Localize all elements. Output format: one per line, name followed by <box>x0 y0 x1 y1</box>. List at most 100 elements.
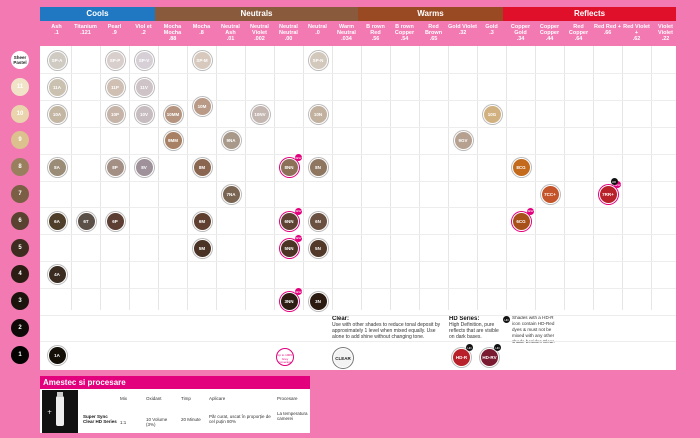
column-header-name: Violet Violet <box>658 24 673 36</box>
column-header-name: Red Brown <box>424 24 443 36</box>
hd-series-text: High Definition, pure reflects that are … <box>449 322 499 340</box>
family-reflects: Reflects <box>503 7 676 21</box>
column-header-name: Red Red + <box>593 24 622 30</box>
column-header-code: .22 <box>661 36 670 42</box>
shade-swatch-8m[interactable]: 8M <box>192 158 212 178</box>
shade-swatch-10p[interactable]: 10P <box>105 104 125 124</box>
shade-swatch-3nn[interactable]: 3NN <box>279 292 299 312</box>
column-header-name: Copper Gold <box>510 24 531 36</box>
shade-swatch-1a[interactable]: 1A <box>47 345 67 365</box>
column-header-code: .002 <box>254 36 265 42</box>
grid-column-divider <box>332 46 333 310</box>
shade-swatch-10m[interactable]: 10M <box>192 96 212 116</box>
family-neutrals: Neutrals <box>155 7 358 21</box>
mix-table-title: Amestec si procesare <box>40 376 310 389</box>
shade-swatch-6t[interactable]: 6T <box>76 211 96 231</box>
shade-swatch-spp[interactable]: SP-P <box>105 51 125 70</box>
shade-swatch-8a[interactable]: 8A <box>47 158 67 178</box>
level-circle: 9 <box>11 131 29 150</box>
shade-swatch-10mm[interactable]: 10MM <box>163 104 183 124</box>
shade-swatch-10a[interactable]: 10A <box>47 104 67 124</box>
shade-swatch-10nv[interactable]: 10NV <box>250 104 270 124</box>
column-header-name: Pearl <box>107 24 122 30</box>
shade-swatch-spn[interactable]: SP-N <box>308 51 328 70</box>
shade-swatch-9gv[interactable]: 9GV <box>453 131 473 151</box>
column-header-code: .54 <box>400 36 409 42</box>
shade-swatch-spv[interactable]: SP-V <box>134 51 154 70</box>
shade-swatch-7rr[interactable]: 7RR+ <box>598 185 618 204</box>
clear-swatch[interactable]: CLEAR <box>333 348 353 368</box>
shade-swatch-7cc[interactable]: 7CC+ <box>540 185 560 204</box>
shade-swatch-11a[interactable]: 11A <box>47 77 67 97</box>
column-header-name: Copper Copper <box>539 24 560 36</box>
shade-swatch-9na[interactable]: 9NA <box>221 131 241 151</box>
shade-swatch-7na[interactable]: 7NA <box>221 185 241 204</box>
mix-header-application: Aplicare <box>209 396 226 401</box>
column-header-name: Neutral Violet <box>250 24 269 36</box>
column-header: Neutral Ash .01 <box>216 24 245 44</box>
grid-column-divider <box>100 46 101 310</box>
shade-swatch-5n[interactable]: 5N <box>308 238 328 258</box>
shade-swatch-8n[interactable]: 8N <box>308 158 328 178</box>
mix-value-time: 20 Minute <box>181 417 201 422</box>
shade-swatch-11v[interactable]: 11V <box>134 77 154 97</box>
grid-row-divider <box>40 261 676 262</box>
shade-swatch-5nn[interactable]: 5NN <box>279 238 299 258</box>
column-header-code: .3 <box>489 30 494 36</box>
column-header: Mocha .8 <box>187 24 216 44</box>
shade-swatch-4a[interactable]: 4A <box>47 265 67 285</box>
shade-swatch-6cg[interactable]: 6CG <box>511 211 531 231</box>
column-header-code: .88 <box>168 36 177 42</box>
column-header: Gold .3 <box>477 24 506 44</box>
hd-info-icon: HD <box>503 316 510 323</box>
shade-swatch-spa[interactable]: SP-A <box>47 51 67 70</box>
column-header-name: Titanium <box>74 24 97 30</box>
grid-row-divider <box>40 127 676 128</box>
shade-swatch-6nn[interactable]: 6NN <box>279 211 299 231</box>
grid-column-divider <box>506 46 507 310</box>
shade-swatch-6n[interactable]: 6N <box>308 211 328 231</box>
shade-swatch-5m[interactable]: 5M <box>192 238 212 258</box>
grid-column-divider <box>216 46 217 310</box>
column-header: Neutral .0 <box>303 24 332 44</box>
new-badge-icon: NEW <box>294 234 302 242</box>
shade-swatch-8p[interactable]: 8P <box>105 158 125 178</box>
shade-swatch-8nn[interactable]: 8NN <box>279 158 299 178</box>
column-header: Red Red + .66 <box>593 24 622 44</box>
grid-column-divider <box>651 46 652 310</box>
column-header-code: .64 <box>574 36 583 42</box>
shade-swatch-8cg[interactable]: 8CG <box>511 158 531 178</box>
hd-r-swatch[interactable]: HD-R <box>452 348 471 367</box>
shade-swatch-6a[interactable]: 6A <box>47 211 67 231</box>
shade-swatch-10n[interactable]: 10N <box>308 104 328 124</box>
column-header: Red Copper .64 <box>564 24 593 44</box>
new-badge-icon: NEW <box>294 154 302 162</box>
shade-swatch-8v[interactable]: 8V <box>134 158 154 178</box>
hd-series-title: HD Series: <box>449 316 480 322</box>
shade-swatch-11p[interactable]: 11P <box>105 77 125 97</box>
mix-header-processing: Procesare <box>277 396 298 401</box>
shade-swatch-10v[interactable]: 10V <box>134 104 154 124</box>
level-circle: 4 <box>11 265 29 284</box>
shade-swatch-spm[interactable]: SP-M <box>192 51 212 70</box>
grid-column-divider <box>477 46 478 310</box>
column-header-code: .1 <box>54 30 59 36</box>
level-circle: 8 <box>11 158 29 177</box>
grid-column-divider <box>303 46 304 310</box>
mix-value-ratio: 1:1 <box>120 420 127 425</box>
shade-swatch-10g[interactable]: 10G <box>482 104 502 124</box>
mix-value-oxidant: 10 Volume (3%) <box>146 417 168 427</box>
shade-swatch-3n[interactable]: 3N <box>308 292 328 312</box>
shade-swatch-6m[interactable]: 6M <box>192 211 212 231</box>
column-header-code: .00 <box>284 36 293 42</box>
shade-swatch-9mm[interactable]: 9MM <box>163 131 183 151</box>
column-header: B rown Red .56 <box>361 24 390 44</box>
column-header: Violet Violet .22 <box>651 24 680 44</box>
column-header: Mocha Mocha .88 <box>158 24 187 44</box>
hd-rv-swatch[interactable]: HD-RV <box>480 348 499 367</box>
shade-swatch-6p[interactable]: 6P <box>105 211 125 231</box>
hd-badge-icon: HD <box>466 344 473 351</box>
clear-note-title: Clear: <box>332 316 350 322</box>
hd-badge-icon: HD <box>610 178 618 185</box>
level-circle: Sheer Pastel <box>11 51 29 69</box>
